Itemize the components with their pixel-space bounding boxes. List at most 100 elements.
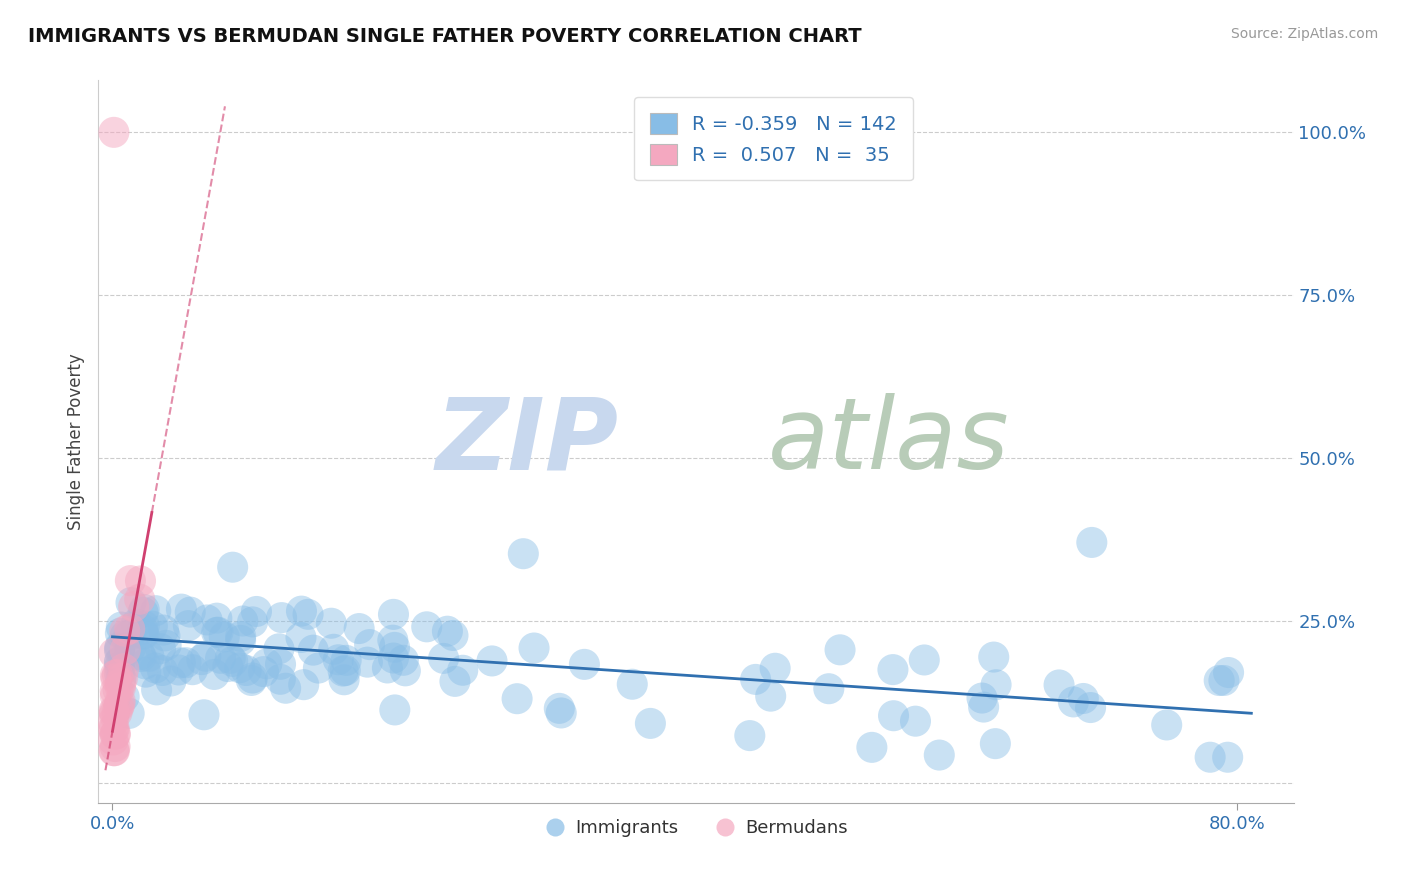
Point (104, 684, 127, 698)
Point (112, 662, 135, 676)
Point (170, 602, 193, 616)
Point (548, 701, 571, 715)
Point (107, 682, 129, 697)
Point (335, 664, 357, 678)
Point (132, 627, 155, 641)
Point (274, 681, 297, 696)
Point (242, 671, 264, 685)
Point (506, 691, 529, 706)
Point (169, 656, 191, 670)
Point (436, 624, 458, 639)
Point (129, 574, 152, 588)
Point (219, 651, 242, 665)
Point (108, 640, 131, 654)
Point (112, 690, 135, 704)
Point (138, 649, 160, 664)
Point (108, 655, 131, 669)
Point (759, 689, 782, 703)
Point (267, 641, 290, 656)
Point (1218, 665, 1240, 680)
Point (105, 706, 128, 720)
Point (640, 716, 662, 731)
Point (108, 656, 131, 670)
Point (145, 682, 167, 697)
Point (744, 673, 766, 687)
Point (229, 629, 252, 643)
Point (394, 664, 416, 678)
Point (155, 638, 177, 652)
Point (229, 633, 252, 648)
Point (252, 665, 274, 679)
Point (110, 676, 132, 690)
Point (221, 560, 243, 574)
Point (107, 700, 129, 714)
Point (912, 653, 935, 667)
Point (110, 626, 132, 640)
Point (292, 678, 315, 692)
Point (381, 633, 404, 648)
Point (134, 602, 156, 616)
Text: ZIP: ZIP (436, 393, 619, 490)
Point (103, 744, 125, 758)
Point (222, 655, 245, 669)
Point (333, 673, 356, 687)
Point (103, 733, 125, 747)
Point (103, 714, 125, 729)
Point (481, 654, 503, 668)
Point (104, 727, 127, 741)
Point (120, 574, 142, 588)
Point (928, 747, 950, 762)
Point (149, 641, 172, 656)
Point (860, 740, 883, 755)
Point (108, 694, 131, 708)
Point (240, 673, 263, 688)
Point (984, 678, 1007, 692)
Point (122, 599, 145, 614)
Point (131, 649, 153, 664)
Point (1062, 695, 1084, 709)
Text: IMMIGRANTS VS BERMUDAN SINGLE FATHER POVERTY CORRELATION CHART: IMMIGRANTS VS BERMUDAN SINGLE FATHER POV… (28, 27, 862, 45)
Point (205, 625, 228, 640)
Point (194, 649, 217, 664)
Point (290, 604, 312, 618)
Point (232, 614, 254, 628)
Point (763, 661, 786, 675)
Point (145, 604, 167, 618)
Point (103, 646, 125, 660)
Point (356, 655, 378, 669)
Point (322, 642, 344, 657)
Point (984, 737, 1007, 751)
Point (574, 657, 596, 672)
Point (1199, 750, 1222, 764)
Point (191, 652, 214, 666)
Point (110, 681, 132, 695)
Point (104, 668, 127, 682)
Point (160, 673, 183, 688)
Point (433, 651, 456, 665)
Point (451, 663, 474, 677)
Point (214, 630, 236, 644)
Point (145, 661, 167, 675)
Point (108, 641, 131, 656)
Point (108, 697, 131, 711)
Point (129, 648, 152, 662)
Point (973, 700, 995, 714)
Point (1080, 700, 1102, 714)
Point (384, 640, 406, 655)
Point (179, 605, 201, 619)
Point (134, 619, 156, 633)
Point (104, 727, 127, 741)
Point (103, 722, 125, 736)
Point (181, 663, 204, 677)
Point (321, 616, 343, 631)
Point (120, 596, 142, 610)
Point (118, 622, 141, 636)
Point (118, 628, 141, 642)
Point (103, 125, 125, 139)
Point (392, 653, 415, 667)
Point (108, 666, 131, 681)
Point (128, 592, 150, 607)
Point (1081, 535, 1104, 549)
Point (270, 657, 292, 672)
Point (297, 607, 319, 622)
